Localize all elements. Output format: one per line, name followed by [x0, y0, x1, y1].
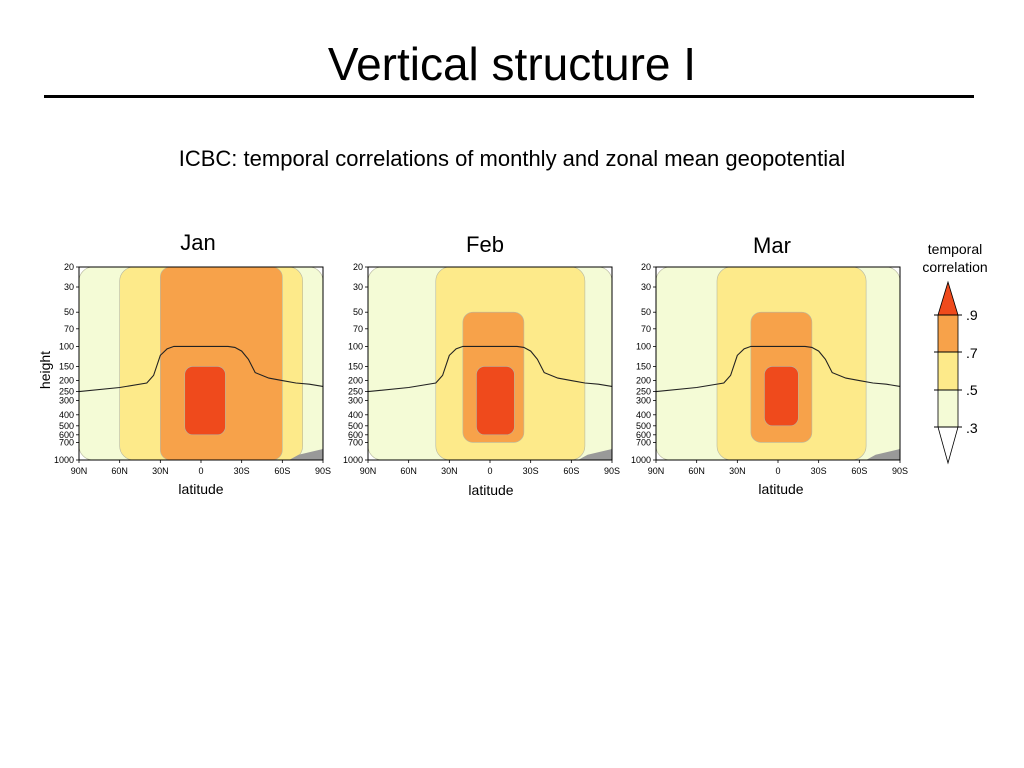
- x-axis-title-feb: latitude: [468, 482, 514, 498]
- y-tick-label-13: 1000: [54, 455, 74, 465]
- y-tick-label-7: 250: [636, 387, 651, 397]
- x-tick-label-5: 60S: [274, 466, 290, 476]
- x-tick-label-1: 60N: [688, 466, 705, 476]
- panel-title-mar: Mar: [753, 233, 791, 258]
- x-tick-label-1: 60N: [111, 466, 128, 476]
- heatmap-panel-0: 2030507010015020025030040050060070010009…: [54, 262, 331, 476]
- y-tick-label-9: 400: [636, 410, 651, 420]
- colorbar: [934, 280, 962, 465]
- y-tick-label-8: 300: [59, 396, 74, 406]
- x-tick-label-3: 0: [775, 466, 780, 476]
- y-tick-label-2: 50: [64, 307, 74, 317]
- y-tick-label-6: 200: [636, 376, 651, 386]
- x-tick-label-0: 90N: [360, 466, 377, 476]
- y-tick-label-13: 1000: [631, 455, 651, 465]
- colorbar-label-2: .5: [966, 382, 978, 398]
- x-tick-label-6: 90S: [604, 466, 620, 476]
- title-rule: [44, 95, 974, 98]
- x-tick-label-5: 60S: [563, 466, 579, 476]
- slide-title: Vertical structure I: [327, 38, 697, 90]
- colorbar-segment-0: [937, 314, 959, 353]
- y-tick-label-4: 100: [59, 341, 74, 351]
- y-tick-label-9: 400: [348, 410, 363, 420]
- panel-title-jan: Jan: [180, 230, 216, 255]
- correlation-region-3: [764, 366, 799, 427]
- x-tick-label-3: 0: [487, 466, 492, 476]
- y-tick-label-1: 30: [641, 282, 651, 292]
- x-tick-label-6: 90S: [315, 466, 331, 476]
- x-axis-title-mar: latitude: [758, 481, 804, 497]
- terrain-shading: [866, 448, 900, 460]
- y-tick-label-2: 50: [353, 307, 363, 317]
- y-tick-label-11: 600: [348, 430, 363, 440]
- colorbar-title: temporal correlation: [922, 241, 988, 275]
- x-tick-label-0: 90N: [71, 466, 88, 476]
- y-tick-label-1: 30: [353, 282, 363, 292]
- x-tick-label-3: 0: [198, 466, 203, 476]
- x-tick-label-1: 60N: [400, 466, 417, 476]
- heatmap-panel-1: 2030507010015020025030040050060070010009…: [343, 262, 620, 476]
- y-tick-label-6: 200: [59, 376, 74, 386]
- y-tick-label-10: 500: [636, 421, 651, 431]
- y-tick-label-9: 400: [59, 410, 74, 420]
- y-tick-label-12: 700: [348, 437, 363, 447]
- y-tick-label-3: 70: [353, 324, 363, 334]
- x-tick-label-6: 90S: [892, 466, 908, 476]
- y-tick-label-4: 100: [636, 341, 651, 351]
- y-tick-label-3: 70: [641, 324, 651, 334]
- x-tick-label-2: 30N: [441, 466, 458, 476]
- y-tick-label-3: 70: [64, 324, 74, 334]
- terrain-shading: [289, 448, 323, 460]
- y-tick-label-10: 500: [348, 421, 363, 431]
- x-tick-label-5: 60S: [851, 466, 867, 476]
- panel-title-feb: Feb: [466, 232, 504, 257]
- correlation-region-3: [476, 366, 515, 436]
- y-tick-label-0: 20: [353, 262, 363, 272]
- colorbar-label-0: .9: [966, 307, 978, 323]
- y-tick-label-5: 150: [59, 361, 74, 371]
- colorbar-label-3: .3: [966, 420, 978, 436]
- y-tick-label-10: 500: [59, 421, 74, 431]
- y-tick-label-0: 20: [641, 262, 651, 272]
- y-tick-label-13: 1000: [343, 455, 363, 465]
- colorbar-top-triangle: [937, 280, 959, 316]
- y-tick-label-11: 600: [59, 430, 74, 440]
- x-tick-label-4: 30S: [811, 466, 827, 476]
- x-tick-label-2: 30N: [729, 466, 746, 476]
- y-tick-label-8: 300: [348, 396, 363, 406]
- x-tick-label-0: 90N: [648, 466, 665, 476]
- colorbar-segment-1: [937, 351, 959, 391]
- tropopause-line: [368, 345, 612, 393]
- x-tick-label-4: 30S: [234, 466, 250, 476]
- y-tick-label-5: 150: [636, 361, 651, 371]
- slide-subtitle: ICBC: temporal correlations of monthly a…: [178, 146, 846, 171]
- y-tick-label-11: 600: [636, 430, 651, 440]
- x-tick-label-4: 30S: [523, 466, 539, 476]
- y-tick-label-12: 700: [59, 437, 74, 447]
- y-tick-label-12: 700: [636, 437, 651, 447]
- y-tick-label-6: 200: [348, 376, 363, 386]
- y-tick-label-7: 250: [59, 387, 74, 397]
- heatmap-panel-2: 2030507010015020025030040050060070010009…: [631, 262, 908, 476]
- y-tick-label-5: 150: [348, 361, 363, 371]
- terrain-shading: [578, 448, 612, 460]
- y-tick-label-8: 300: [636, 396, 651, 406]
- y-tick-label-7: 250: [348, 387, 363, 397]
- colorbar-label-1: .7: [966, 345, 978, 361]
- y-tick-label-0: 20: [64, 262, 74, 272]
- x-tick-label-2: 30N: [152, 466, 169, 476]
- y-tick-label-4: 100: [348, 341, 363, 351]
- x-axis-title-jan: latitude: [178, 481, 224, 497]
- colorbar-bottom-triangle: [937, 426, 959, 465]
- y-tick-label-2: 50: [641, 307, 651, 317]
- tropopause-line: [79, 345, 323, 393]
- colorbar-segment-2: [937, 389, 959, 428]
- tropopause-line: [656, 345, 900, 393]
- correlation-region-3: [184, 366, 226, 436]
- y-tick-label-1: 30: [64, 282, 74, 292]
